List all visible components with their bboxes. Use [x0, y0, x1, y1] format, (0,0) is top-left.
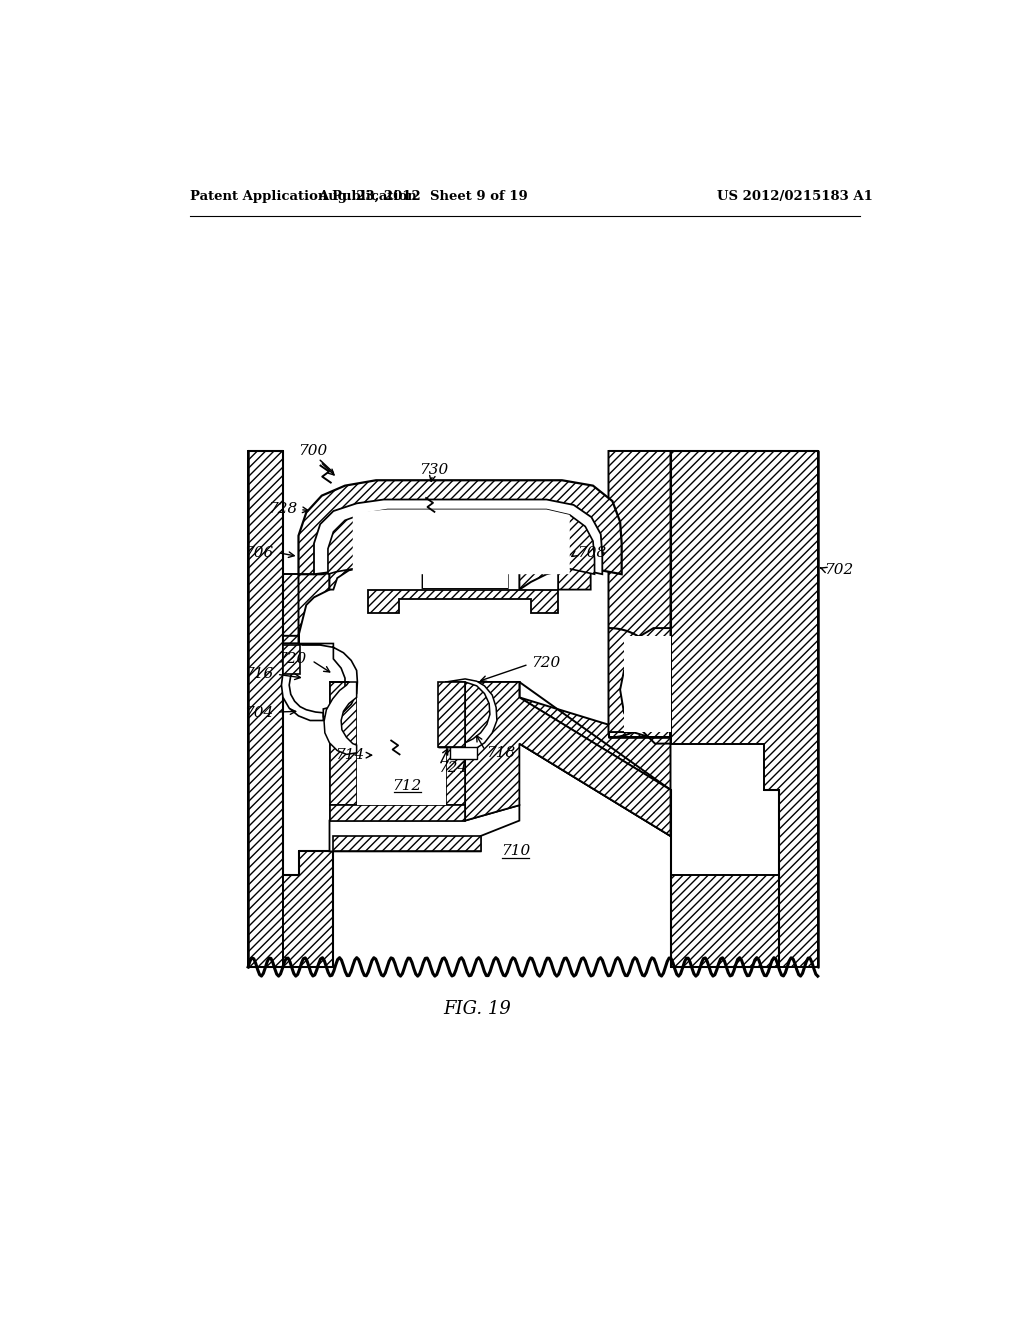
Polygon shape: [519, 536, 593, 590]
Polygon shape: [445, 678, 497, 752]
Polygon shape: [324, 682, 356, 755]
Polygon shape: [465, 682, 671, 836]
Text: 718: 718: [486, 746, 515, 760]
Polygon shape: [328, 510, 595, 574]
Polygon shape: [299, 644, 357, 717]
Polygon shape: [356, 682, 445, 805]
Polygon shape: [330, 805, 465, 821]
Text: 710: 710: [501, 845, 530, 858]
Text: Aug. 23, 2012  Sheet 9 of 19: Aug. 23, 2012 Sheet 9 of 19: [317, 190, 527, 203]
Polygon shape: [608, 451, 671, 743]
Text: 712: 712: [392, 779, 422, 793]
Polygon shape: [283, 558, 330, 644]
Polygon shape: [438, 682, 465, 747]
Text: 702: 702: [824, 564, 853, 577]
Text: 730: 730: [420, 463, 449, 478]
Polygon shape: [299, 480, 622, 574]
Text: 714: 714: [335, 748, 365, 762]
Polygon shape: [283, 645, 300, 675]
Text: 716: 716: [245, 668, 273, 681]
Polygon shape: [445, 682, 465, 805]
Text: 720: 720: [531, 656, 560, 669]
Polygon shape: [283, 851, 334, 966]
Polygon shape: [671, 875, 779, 966]
Polygon shape: [438, 747, 477, 759]
Polygon shape: [465, 682, 671, 836]
Text: FIG. 19: FIG. 19: [442, 1001, 511, 1018]
Text: 704: 704: [245, 706, 273, 719]
Text: 720: 720: [278, 652, 306, 665]
Polygon shape: [334, 836, 480, 851]
Polygon shape: [624, 636, 671, 733]
Polygon shape: [282, 644, 324, 721]
Polygon shape: [330, 805, 519, 851]
Polygon shape: [609, 628, 671, 738]
Polygon shape: [352, 510, 569, 574]
Text: US 2012/0215183 A1: US 2012/0215183 A1: [717, 190, 872, 203]
Text: 728: 728: [267, 502, 297, 516]
Polygon shape: [369, 590, 558, 612]
Polygon shape: [330, 543, 591, 590]
Text: 700: 700: [298, 444, 327, 458]
Text: Patent Application Publication: Patent Application Publication: [190, 190, 417, 203]
Polygon shape: [330, 682, 356, 805]
Text: 706: 706: [245, 545, 273, 560]
Polygon shape: [314, 499, 602, 574]
Text: 708: 708: [578, 545, 607, 560]
Polygon shape: [671, 451, 818, 966]
Text: 724: 724: [438, 762, 467, 775]
Polygon shape: [465, 682, 671, 836]
Polygon shape: [248, 451, 299, 966]
Polygon shape: [423, 562, 508, 589]
